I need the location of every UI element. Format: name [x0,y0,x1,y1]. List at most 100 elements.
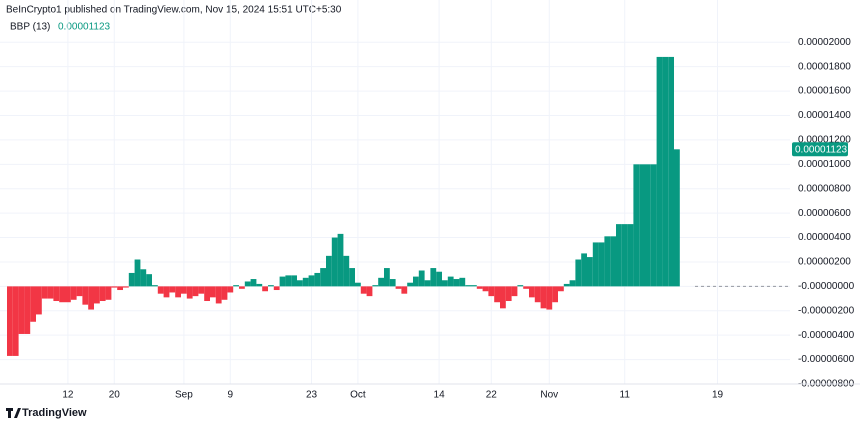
bar [639,164,645,287]
bar [395,286,402,289]
bar [540,286,547,309]
bar [360,286,367,294]
bar [598,242,605,287]
bar [581,253,587,287]
bar [12,286,19,356]
bar [302,277,309,287]
bar [500,286,506,309]
y-tick-label: -0.00000600 [798,354,855,365]
y-tick-label: 0.00000600 [798,208,851,219]
bar [320,268,326,287]
bar [111,286,118,288]
y-tick-label: -0.00000000 [798,281,855,292]
bar [117,286,123,291]
bar [198,286,205,294]
bar [175,286,181,298]
bar [279,276,286,287]
logo-text: TradingView [22,407,87,419]
bar [378,277,384,287]
bar [511,286,518,297]
x-tick-label: 23 [306,390,318,401]
bar [134,259,141,287]
bar [366,286,373,297]
bar [152,285,158,287]
bar [308,275,315,287]
bar [297,280,303,287]
bar [488,286,495,297]
bar [482,286,489,292]
bar [592,242,599,287]
logo: TradingView [6,407,87,419]
bar [181,286,187,294]
bar [70,286,77,300]
y-tick-label: 0.00001600 [798,86,851,97]
bar [82,286,89,305]
y-tick-label: 0.00001200 [798,135,851,146]
bar [645,164,651,287]
x-tick-label: 9 [228,390,234,401]
bar [53,286,60,302]
bar [250,279,257,287]
bar [389,279,396,287]
bar [169,286,176,293]
bar [662,56,669,287]
x-tick-label: 14 [434,390,446,401]
bar [453,279,460,287]
bar [215,286,222,304]
bar [244,281,251,287]
y-tick-label: 0.00000400 [798,232,851,243]
y-tick-label: 0.00001000 [798,159,851,170]
y-tick-label: 0.00001800 [798,61,851,72]
bar [587,257,593,287]
bar [575,259,582,287]
x-tick-label: 20 [109,390,121,401]
bar [372,285,379,287]
bar [65,286,71,303]
bar [262,286,268,292]
bar [314,272,321,287]
bar [424,280,431,287]
bar [563,283,570,287]
bar [505,286,512,302]
bar [656,56,663,287]
bar [546,286,553,310]
bar [268,285,274,287]
price-tag-label: 0.00001123 [795,144,848,155]
bar [105,286,112,300]
bar [401,286,408,294]
bar [24,286,31,334]
bar [494,286,500,303]
bar [210,286,216,298]
bar [41,286,48,299]
bar [227,286,234,293]
bar [192,286,199,297]
bar [621,224,628,287]
bar [534,286,541,303]
bar [668,56,674,287]
bar [123,286,129,288]
x-tick-label: Oct [350,390,366,401]
bar [459,277,466,287]
bar [610,236,616,287]
x-tick-label: 12 [62,390,74,401]
y-tick-label: -0.00000400 [798,330,855,341]
bar [157,286,164,294]
indicator-value: 0.00001123 [58,22,111,33]
bar [256,283,263,287]
y-tick-label: 0.00001400 [798,110,851,121]
bar [413,276,419,287]
y-tick-label: 0.00000800 [798,183,851,194]
bar [221,286,228,300]
bar [627,224,634,287]
bar [59,286,65,303]
bar [140,269,147,287]
bar [418,270,425,287]
bar [430,268,437,287]
bar [476,286,483,289]
bar [285,275,292,287]
bar [442,280,448,287]
bar [239,286,245,289]
bar [30,286,36,322]
